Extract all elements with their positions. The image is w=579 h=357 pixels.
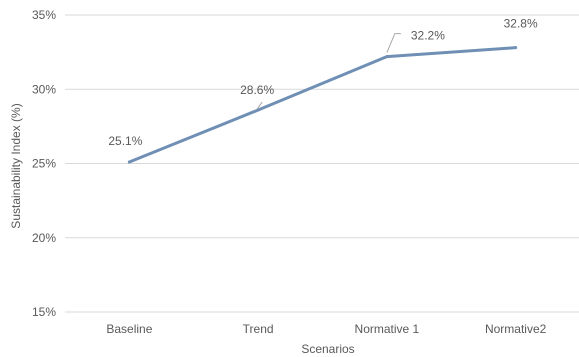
data-point	[514, 46, 518, 50]
data-point	[385, 55, 389, 59]
x-tick-label: Normative 1	[355, 322, 420, 336]
data-label: 25.1%	[108, 134, 142, 148]
series-line	[127, 46, 518, 164]
x-tick-label: Trend	[243, 322, 274, 336]
x-axis-ticks: Baseline Trend Normative 1 Normative2	[106, 322, 546, 336]
y-tick-label: 20%	[32, 231, 56, 245]
data-point	[127, 160, 131, 164]
y-tick-label: 30%	[32, 82, 56, 96]
data-point	[256, 108, 260, 112]
data-label: 32.2%	[411, 29, 445, 43]
data-label: 32.8%	[504, 17, 538, 31]
gridlines	[65, 14, 579, 313]
y-axis-label: Sustainability Index (%)	[9, 103, 23, 228]
data-labels: 25.1% 28.6% 32.2% 32.8%	[108, 17, 538, 148]
y-tick-label: 35%	[32, 8, 56, 22]
x-tick-label: Baseline	[106, 322, 152, 336]
y-axis-ticks: 15% 20% 25% 30% 35%	[32, 8, 56, 319]
y-tick-label: 25%	[32, 157, 56, 171]
x-axis-label: Scenarios	[301, 342, 354, 356]
series-group	[127, 46, 518, 164]
x-tick-label: Normative2	[485, 322, 547, 336]
leader-line	[386, 33, 401, 53]
data-label: 28.6%	[240, 83, 274, 97]
leader-line	[256, 101, 263, 110]
y-tick-label: 15%	[32, 305, 56, 319]
